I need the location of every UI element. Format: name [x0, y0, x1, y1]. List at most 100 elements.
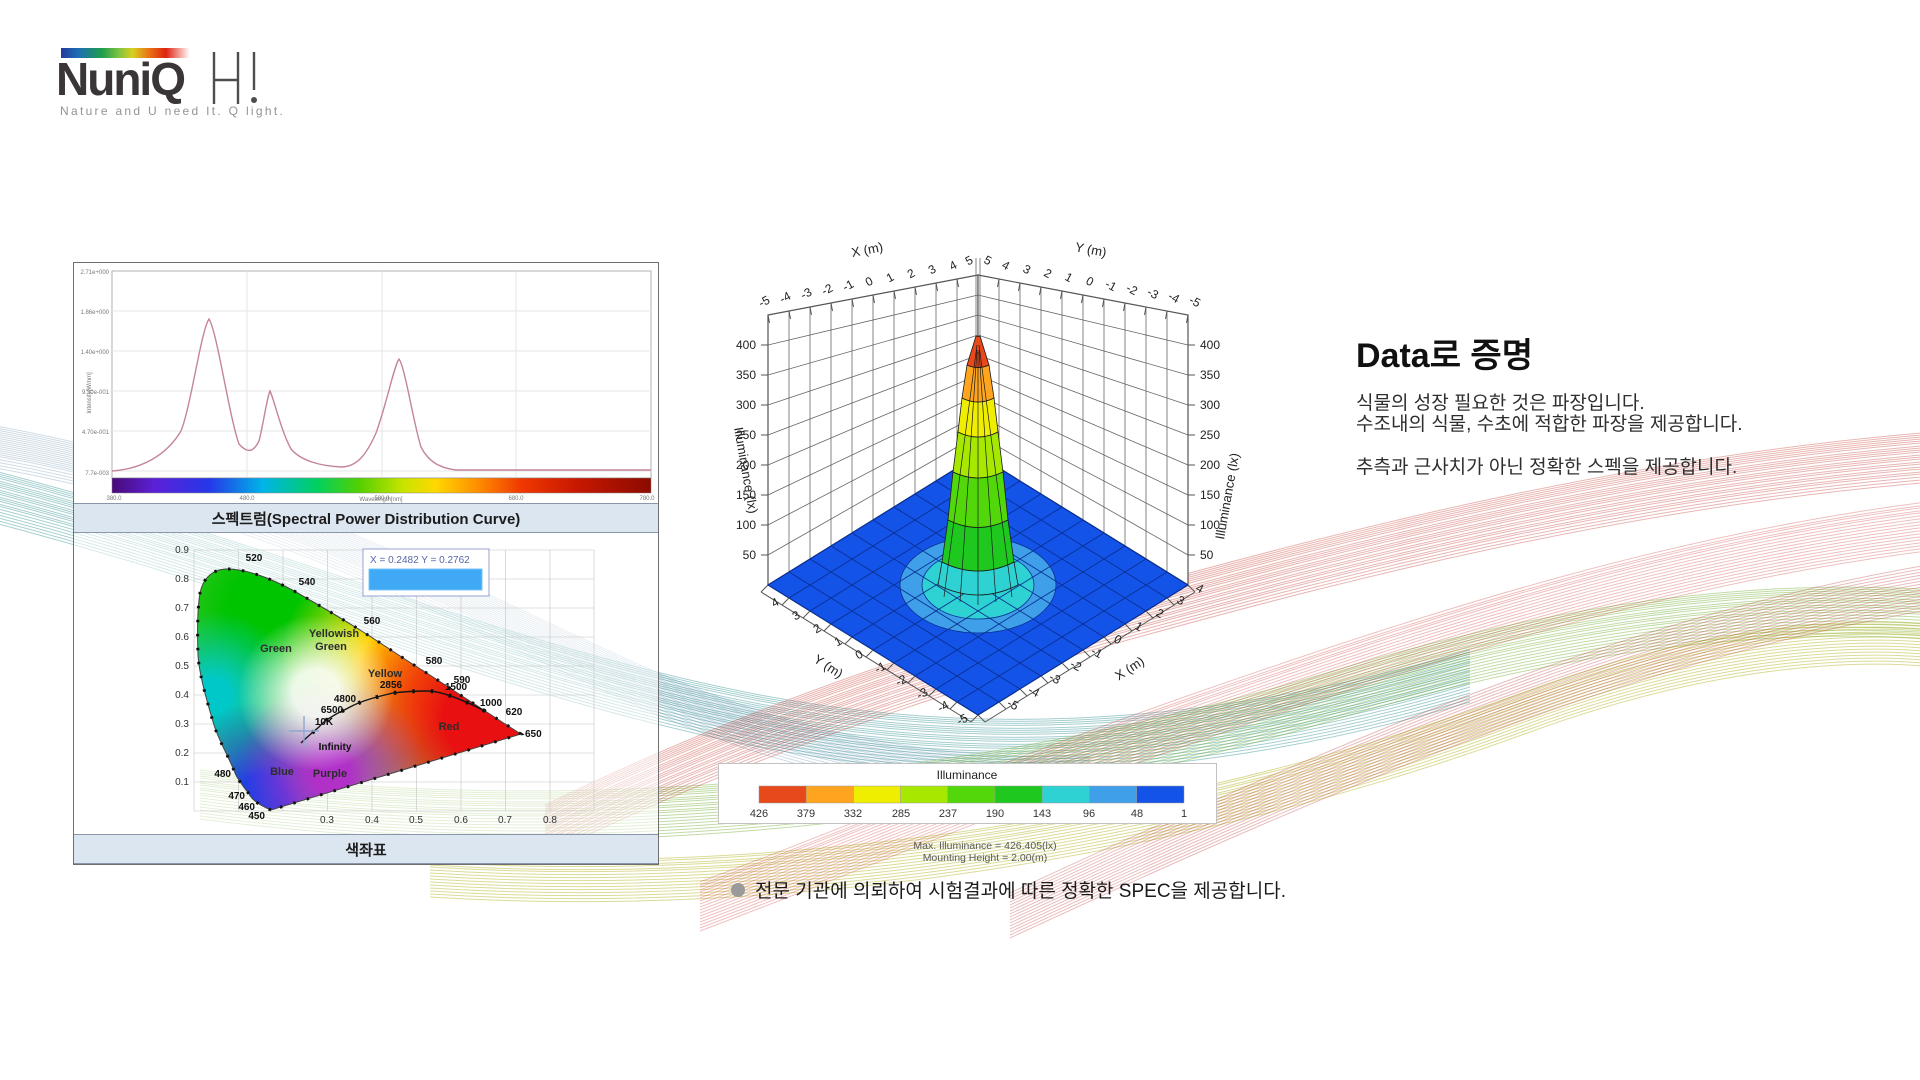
svg-text:400: 400	[1200, 338, 1220, 352]
svg-text:4: 4	[769, 595, 782, 611]
spd-wavelength-gradient-bar	[111, 477, 652, 494]
cie-blackbody-locus	[300, 690, 486, 744]
svg-text:250: 250	[1200, 428, 1220, 442]
cct-label: 4800	[334, 694, 357, 705]
svg-text:5: 5	[982, 253, 995, 269]
tick-label: 460	[238, 802, 255, 813]
svg-text:-3: -3	[914, 685, 930, 703]
svg-text:237: 237	[939, 808, 957, 820]
svg-text:150: 150	[1200, 488, 1220, 502]
svg-text:1: 1	[832, 634, 845, 650]
svg-text:-3: -3	[798, 285, 814, 303]
svg-text:150: 150	[736, 488, 756, 502]
cct-label: Infinity	[319, 742, 352, 753]
measurement-notes: Max. Illuminance = 426.405(lx) Mounting …	[810, 840, 1160, 864]
tick-label: 1.40e+000	[80, 350, 109, 356]
tick-label: 450	[248, 811, 265, 822]
svg-text:2: 2	[811, 621, 824, 637]
z-axis-ticks-right: 400 350 300 250 200 150 100 50	[1200, 338, 1220, 562]
svg-text:332: 332	[844, 808, 862, 820]
cct-label: 2856	[380, 680, 403, 691]
svg-text:350: 350	[1200, 368, 1220, 382]
svg-text:4: 4	[1194, 581, 1207, 597]
tick-label: 7.7e-003	[85, 471, 109, 477]
cie-chart-section: 0.9 0.8 0.7 0.6 0.5 0.4 0.3 0.2 0.1 0.3 …	[74, 533, 658, 834]
tick-label: 0.7	[498, 815, 512, 826]
tick-label: 0.5	[175, 661, 189, 672]
legend-title: Illuminance	[937, 768, 998, 782]
tick-label: 0.1	[175, 777, 189, 788]
tick-label: 0.9	[175, 545, 189, 556]
svg-text:-2: -2	[819, 281, 835, 299]
svg-text:143: 143	[1033, 808, 1051, 820]
tick-label: 0.2	[175, 748, 189, 759]
svg-text:96: 96	[1083, 808, 1095, 820]
spd-caption: 스펙트럼(Spectral Power Distribution Curve)	[74, 503, 658, 533]
logo-tagline: Nature and U need It. Q light.	[60, 104, 286, 118]
x-axis-title-bottom: X (m)	[1112, 653, 1147, 683]
svg-text:1: 1	[1181, 808, 1187, 820]
tick-label: 650	[525, 729, 542, 740]
logo-spectrum-bar-icon	[61, 48, 189, 58]
cie-locus-points	[196, 567, 525, 812]
region-label: Yellowish	[309, 628, 359, 640]
svg-text:400: 400	[736, 338, 756, 352]
region-label: Yellow	[368, 668, 403, 680]
svg-text:2: 2	[1042, 266, 1055, 282]
svg-text:0: 0	[853, 647, 866, 663]
tick-label: 0.4	[175, 690, 189, 701]
svg-text:-5: -5	[1005, 696, 1021, 714]
tick-label: 1.86e+000	[80, 310, 109, 316]
tick-label: 580	[426, 656, 443, 667]
spd-curve	[111, 317, 651, 472]
tick-label: 560	[364, 616, 381, 627]
mounting-height-note: Mounting Height = 2.00(m)	[922, 852, 1048, 864]
svg-text:50: 50	[1200, 548, 1214, 562]
tick-label: 480.0	[239, 496, 255, 502]
measurement-panel: 2.71e+000 1.86e+000 1.40e+000 9.30e-001 …	[73, 262, 659, 865]
tick-label: 0.4	[365, 815, 379, 826]
cie-caption: 색좌표	[74, 834, 658, 864]
svg-text:426: 426	[750, 808, 768, 820]
svg-text:-4: -4	[777, 289, 793, 307]
region-label: Green	[315, 641, 347, 653]
svg-text:-1: -1	[1103, 277, 1119, 295]
claims-line-3: 추측과 근사치가 아닌 정확한 스펙을 제공합니다.	[1356, 457, 1738, 478]
cct-label: 1000	[480, 698, 503, 709]
tick-label: 680.0	[508, 496, 524, 502]
region-label: Green	[260, 643, 292, 655]
claims-block: Data로 증명 식물의 성장 필요한 것은 파장입니다. 수조내의 식물, 수…	[1356, 328, 1836, 478]
chromaticity-point-marker	[289, 716, 319, 746]
tick-label: 380.0	[106, 496, 122, 502]
svg-text:-5: -5	[756, 293, 772, 311]
svg-text:-1: -1	[1089, 644, 1105, 662]
brand-logo: NuniQ Nature and U need It. Q light.	[56, 42, 316, 122]
3d-axis-ticks	[760, 278, 1196, 723]
spd-y-axis-label: Intensity[W/nm]	[87, 372, 93, 414]
svg-text:-5: -5	[1187, 293, 1203, 311]
tick-label: 480	[214, 769, 231, 780]
tick-label: 0.6	[175, 632, 189, 643]
cie-diagram: 0.9 0.8 0.7 0.6 0.5 0.4 0.3 0.2 0.1 0.3 …	[175, 545, 595, 826]
chromaticity-color-swatch	[368, 568, 483, 591]
svg-text:0: 0	[1112, 632, 1125, 648]
spd-x-axis-label: Wavelength[nm]	[359, 497, 402, 503]
spd-chart-section: 2.71e+000 1.86e+000 1.40e+000 9.30e-001 …	[74, 263, 658, 503]
tick-label: 0.3	[320, 815, 334, 826]
svg-text:-2: -2	[893, 672, 909, 690]
svg-text:48: 48	[1131, 808, 1143, 820]
illuminance-cone	[937, 335, 1019, 605]
tick-label: 620	[506, 707, 523, 718]
svg-text:285: 285	[892, 808, 910, 820]
svg-text:50: 50	[743, 548, 757, 562]
svg-text:300: 300	[1200, 398, 1220, 412]
svg-text:1: 1	[884, 270, 897, 286]
svg-text:-4: -4	[935, 698, 951, 716]
region-label: Red	[439, 721, 460, 733]
svg-text:250: 250	[736, 428, 756, 442]
tick-label: 0.3	[175, 719, 189, 730]
tick-label: 9.30e-001	[82, 390, 110, 396]
spec-statement: 전문 기관에 의뢰하여 시험결과에 따른 정확한 SPEC을 제공합니다.	[731, 876, 1286, 903]
spec-statement-text: 전문 기관에 의뢰하여 시험결과에 따른 정확한 SPEC을 제공합니다.	[755, 881, 1286, 902]
